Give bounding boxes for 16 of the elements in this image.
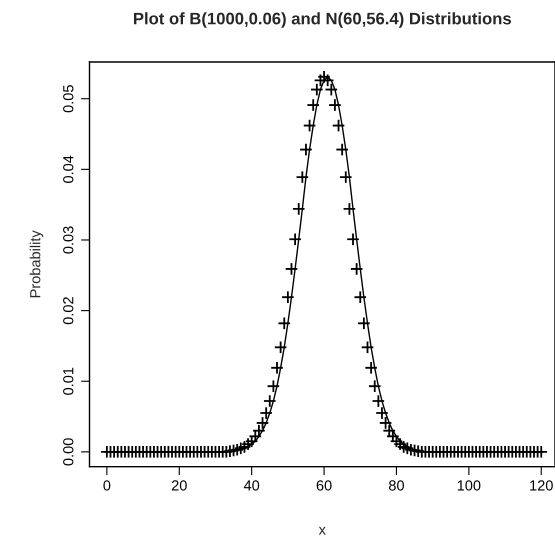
x-tick-label: 40 xyxy=(244,480,260,491)
y-tick-label: 0.03 xyxy=(63,226,74,254)
y-tick-label: 0.05 xyxy=(63,85,74,112)
x-axis-title: x xyxy=(318,526,326,535)
x-tick-label: 0 xyxy=(103,480,110,491)
x-tick-label: 80 xyxy=(388,480,404,491)
x-tick-label: 100 xyxy=(458,480,480,491)
y-axis-title: Probability xyxy=(30,230,44,298)
chart-title: Plot of B(1000,0.06) and N(60,56.4) Distributions xyxy=(134,12,511,28)
x-tick-label: 60 xyxy=(316,480,332,491)
y-tick-label: 0.01 xyxy=(63,368,74,395)
x-tick-label: 20 xyxy=(172,480,187,491)
y-tick-label: 0.04 xyxy=(63,156,74,183)
y-tick-label: 0.00 xyxy=(63,438,74,466)
x-tick-label: 120 xyxy=(530,480,553,491)
y-tick-label: 0.02 xyxy=(63,297,74,324)
